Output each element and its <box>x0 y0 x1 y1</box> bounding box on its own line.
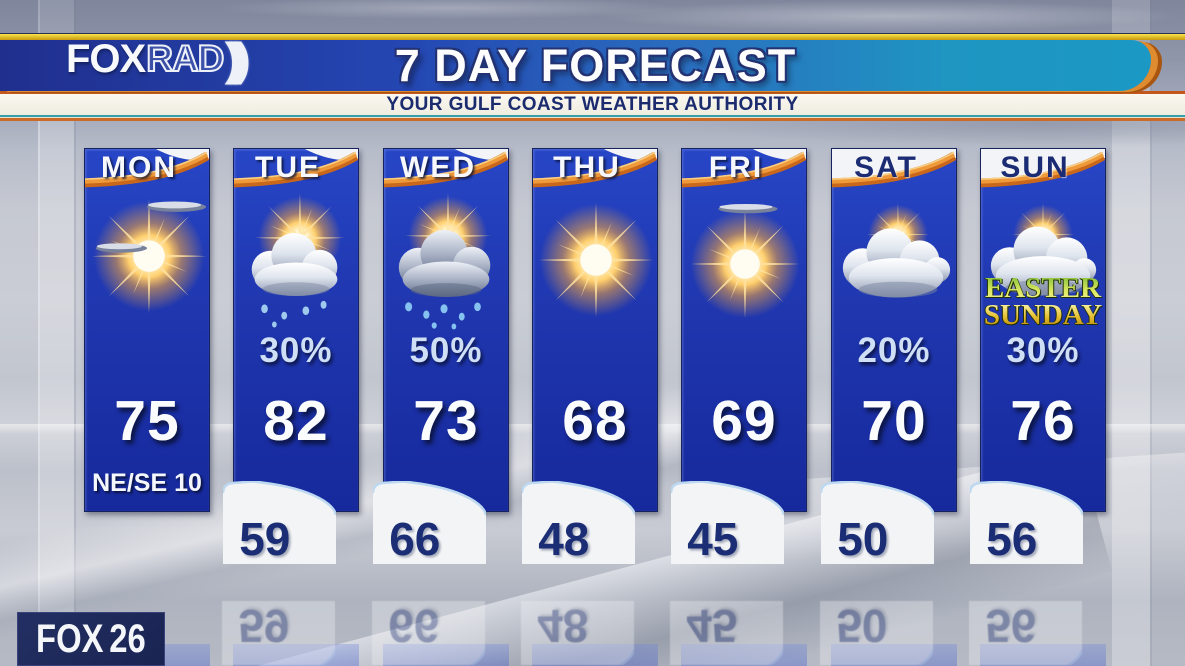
low-temp: 66 <box>389 513 441 565</box>
low-temp: 45 <box>687 513 739 565</box>
rain-cloud-sun-icon <box>387 193 509 330</box>
day-name: MON <box>101 151 177 184</box>
foxrad-rad-text: RAD <box>145 37 225 80</box>
wind-text: NE/SE 10 <box>92 469 202 497</box>
easter-line1: EASTER <box>984 272 1102 304</box>
gold-stripe <box>0 33 1185 40</box>
fox26-number-text: 26 <box>109 617 146 661</box>
high-temp: 69 <box>711 389 777 453</box>
forecast-column-thu: THU 68 48 <box>522 148 658 564</box>
radar-arcs-icon: ))) <box>225 33 251 85</box>
reflection-low-fri: 45 <box>670 601 783 665</box>
reflected-low-temp: 66 <box>388 601 440 652</box>
mostly-sunny-icon <box>86 193 210 333</box>
precip-chance: 30% <box>1006 331 1080 370</box>
reflected-low-temp: 48 <box>537 601 589 652</box>
precip-chance: 50% <box>409 331 483 370</box>
day-name: THU <box>553 151 621 184</box>
high-temp: 68 <box>562 389 628 453</box>
low-temp-tab: 56 <box>970 481 1083 564</box>
forecast-column-mon: MON 75 NE/SE 10 <box>84 148 210 512</box>
precip-chance: 30% <box>259 331 333 370</box>
reflected-low-temp: 45 <box>686 601 738 652</box>
forecast-column-fri: FRI 69 45 <box>671 148 807 564</box>
high-temp: 75 <box>114 389 180 453</box>
low-temp: 48 <box>538 513 590 565</box>
high-temp: 73 <box>413 389 479 453</box>
day-name: SAT <box>854 151 918 184</box>
fox26-station-logo: FOX 26 <box>17 612 165 666</box>
sunny-wisp-icon <box>683 193 807 333</box>
subtitle-text: YOUR GULF COAST WEATHER AUTHORITY <box>386 94 799 115</box>
title-band: 7 DAY FORECAST <box>0 40 1151 91</box>
foxrad-fox-text: FOX <box>66 36 146 81</box>
fox26-fox-text: FOX <box>36 617 104 661</box>
high-temp: 76 <box>1010 389 1076 453</box>
foxrad-logo: FOX RAD ))) <box>66 27 253 91</box>
low-temp-tab: 48 <box>522 481 635 564</box>
low-temp-tab: 45 <box>671 481 784 564</box>
low-temp: 50 <box>837 513 889 565</box>
day-name: FRI <box>708 151 764 184</box>
low-temp-tab: 66 <box>373 481 486 564</box>
reflected-low-temp: 50 <box>836 601 888 652</box>
reflection-low-wed: 66 <box>372 601 485 665</box>
sunny-icon <box>534 193 658 333</box>
forecast-column-wed: WED 50% 73 66 <box>373 148 509 564</box>
mostly-cloudy-icon <box>990 193 1097 296</box>
reflection-low-sat: 50 <box>820 601 933 665</box>
reflection-low-sun: 56 <box>969 601 1082 665</box>
sun-cloud-rain-icon <box>236 193 359 328</box>
forecast-column-sun: SUN EASTER SUNDAY 30% 76 56 <box>970 148 1106 564</box>
reflection-low-tue: 59 <box>222 601 335 665</box>
low-temp-tab: 50 <box>821 481 934 564</box>
reflection-low-thu: 48 <box>521 601 634 665</box>
high-temp: 82 <box>263 389 329 453</box>
day-name: TUE <box>255 151 321 184</box>
easter-line2: SUNDAY <box>983 298 1103 331</box>
subtitle-band: YOUR GULF COAST WEATHER AUTHORITY <box>0 94 1185 115</box>
mostly-cloudy-icon <box>842 193 951 298</box>
low-temp: 59 <box>239 513 291 565</box>
forecast-column-tue: TUE 30% 82 59 <box>223 148 359 564</box>
forecast-column-sat: SAT 20% 70 50 <box>821 148 957 564</box>
high-temp: 70 <box>861 389 927 453</box>
reflected-low-temp: 56 <box>985 601 1037 652</box>
orange-stripe <box>0 91 1185 94</box>
bottom-stripes <box>0 115 1185 121</box>
page-title: 7 DAY FORECAST <box>394 40 797 91</box>
day-name: SUN <box>1000 151 1070 184</box>
day-name: WED <box>400 151 476 184</box>
low-temp: 56 <box>986 513 1038 565</box>
low-temp-tab: 59 <box>223 481 336 564</box>
banner-header: 7 DAY FORECAST YOUR GULF COAST WEATHER A… <box>0 33 1185 121</box>
reflected-low-temp: 59 <box>238 601 290 652</box>
precip-chance: 20% <box>857 331 931 370</box>
easter-sunday-banner: EASTER SUNDAY <box>981 275 1105 328</box>
